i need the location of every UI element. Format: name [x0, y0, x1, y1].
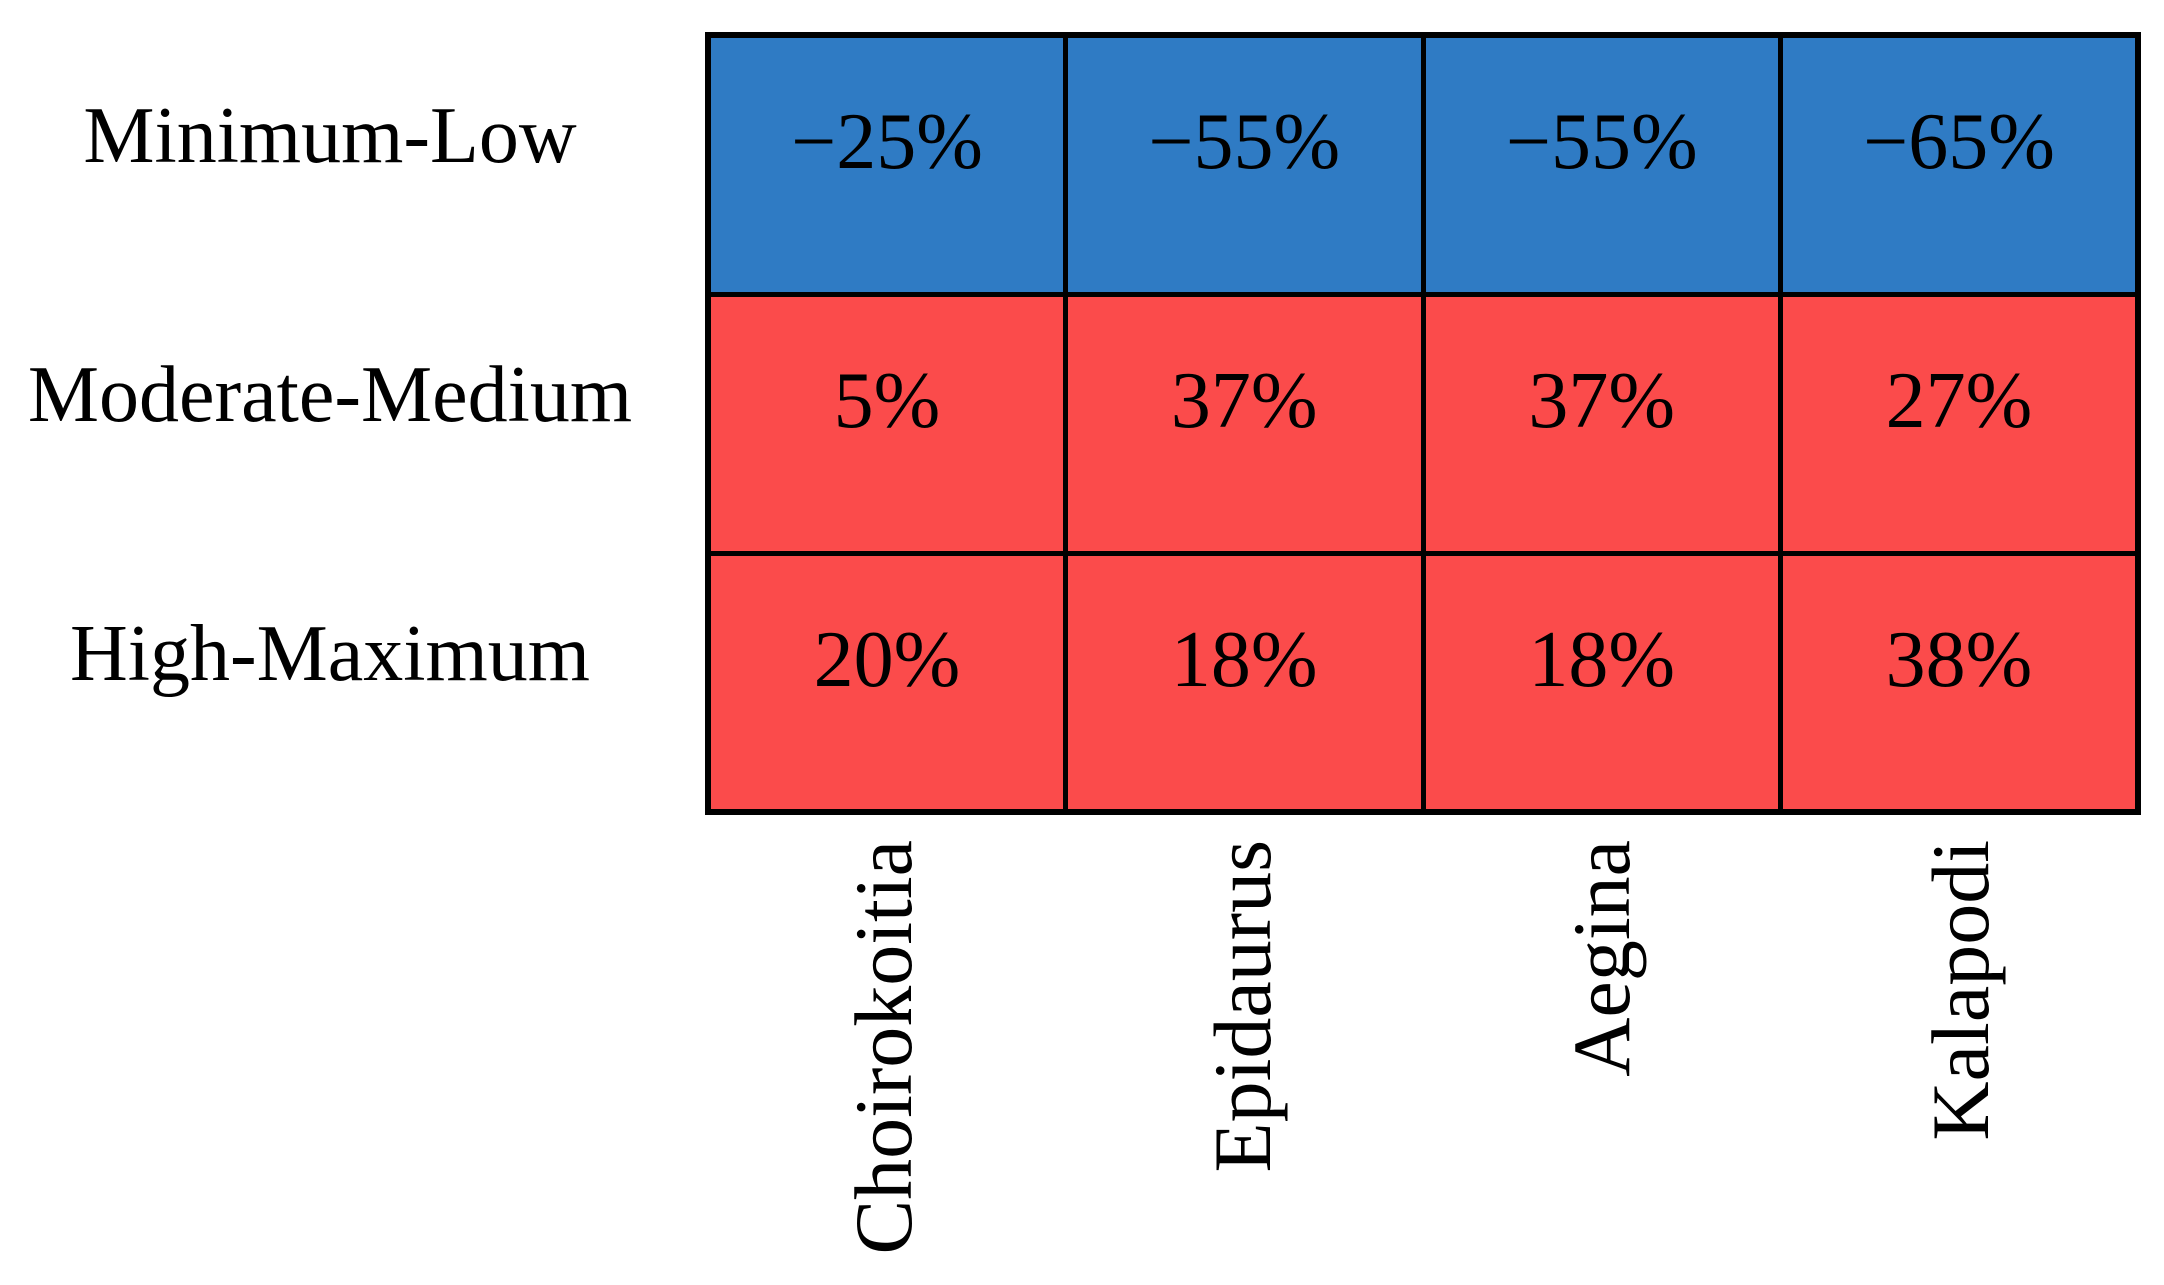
heatmap-row-minimum-low: −25% −55% −55% −65% — [705, 32, 2141, 297]
column-label-box: Choirokoitia — [705, 840, 1064, 1285]
column-label-choirokoitia: Choirokoitia — [838, 840, 930, 1255]
column-label-box: Epidaurus — [1064, 840, 1423, 1285]
heatmap-cell: −55% — [1420, 32, 1783, 297]
heatmap-cell: 38% — [1778, 550, 2141, 815]
heatmap-row-moderate-medium: 5% 37% 37% 27% — [705, 291, 2141, 556]
heatmap-cell: −65% — [1778, 32, 2141, 297]
heatmap-cell: 20% — [705, 550, 1068, 815]
row-label-moderate-medium: Moderate-Medium — [27, 351, 633, 439]
row-label-minimum-low: Minimum-Low — [83, 92, 577, 180]
column-label-epidaurus: Epidaurus — [1197, 840, 1289, 1173]
heatmap-cell: 5% — [705, 291, 1068, 556]
heatmap-cell: 18% — [1063, 550, 1426, 815]
row-label-high-maximum: High-Maximum — [70, 610, 590, 698]
heatmap-cell: −55% — [1063, 32, 1426, 297]
column-label-box: Kalapodi — [1782, 840, 2141, 1285]
column-label-kalapodi: Kalapodi — [1915, 840, 2007, 1141]
column-label-box: Aegina — [1423, 840, 1782, 1285]
heatmap-cell: 37% — [1420, 291, 1783, 556]
row-labels: Minimum-Low Moderate-Medium High-Maximum — [0, 32, 660, 809]
heatmap-cell: 18% — [1420, 550, 1783, 815]
heatmap-cell: 27% — [1778, 291, 2141, 556]
heatmap-row-high-maximum: 20% 18% 18% 38% — [705, 550, 2141, 815]
heatmap-grid: −25% −55% −55% −65% 5% 37% 37% 27% 20% 1… — [705, 32, 2141, 815]
heatmap-cell: −25% — [705, 32, 1068, 297]
heatmap-cell: 37% — [1063, 291, 1426, 556]
column-label-aegina: Aegina — [1556, 840, 1648, 1077]
column-labels: Choirokoitia Epidaurus Aegina Kalapodi — [705, 840, 2141, 1285]
